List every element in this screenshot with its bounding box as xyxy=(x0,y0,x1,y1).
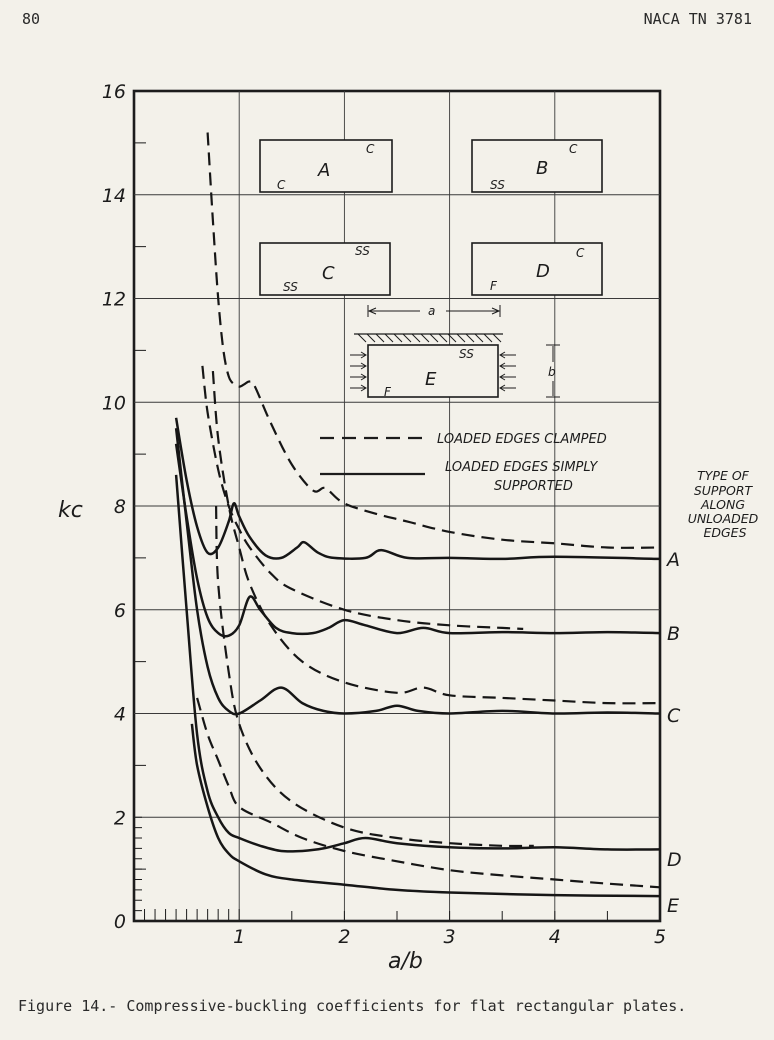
svg-text:C: C xyxy=(366,142,375,156)
curve-label-c: C xyxy=(667,705,681,727)
hatch-mark xyxy=(447,333,457,343)
series-c-simply-supported-line xyxy=(174,428,661,716)
series-a-clamped-line xyxy=(206,132,661,549)
hatch-mark xyxy=(429,333,439,343)
svg-text:SS: SS xyxy=(459,347,474,361)
svg-text:SS: SS xyxy=(283,280,298,294)
series-c-clamped-line xyxy=(211,371,661,705)
svg-text:F: F xyxy=(384,385,392,399)
hatch-mark xyxy=(375,333,385,343)
series-d-clamped-line xyxy=(215,505,534,848)
series-d-simply-supported-line xyxy=(174,474,661,853)
y-tick-label: 10 xyxy=(102,392,126,414)
series-a-simply-supported-line xyxy=(174,417,661,561)
svg-text:C: C xyxy=(576,246,585,260)
x-tick-label: 3 xyxy=(444,926,456,948)
svg-text:C: C xyxy=(277,178,286,192)
svg-text:a: a xyxy=(428,304,435,318)
svg-text:C: C xyxy=(322,263,335,284)
curve-label-d: D xyxy=(667,849,682,871)
hatch-mark xyxy=(402,333,412,343)
x-tick-label: 2 xyxy=(338,926,350,948)
svg-text:C: C xyxy=(569,142,578,156)
legend-clamped-label: LOADED EDGES CLAMPED xyxy=(437,432,607,447)
y-tick-label: 8 xyxy=(114,496,126,518)
load-arrowhead xyxy=(360,373,367,381)
svg-text:B: B xyxy=(536,158,548,179)
inset-plate-b: B C SS xyxy=(471,139,603,193)
hatch-mark xyxy=(456,333,466,343)
page-number: 80 xyxy=(22,10,41,28)
y-tick-label: 4 xyxy=(114,704,126,726)
legend-simply-label: LOADED EDGES SIMPLY SUPPORTED xyxy=(445,460,601,494)
hatch-mark xyxy=(438,333,448,343)
hatch-mark xyxy=(420,333,430,343)
y-axis-title: kc xyxy=(58,498,83,523)
load-arrowhead xyxy=(499,351,506,359)
load-arrowhead xyxy=(499,362,506,370)
hatch-mark xyxy=(492,333,502,343)
load-arrowhead xyxy=(499,384,506,392)
load-arrowhead xyxy=(360,362,367,370)
load-arrowhead xyxy=(360,351,367,359)
svg-text:E: E xyxy=(425,369,437,390)
inset-plate-c: C SS SS xyxy=(259,242,391,296)
load-arrowhead xyxy=(360,384,367,392)
series-b-simply-supported-line xyxy=(174,443,661,638)
series-e-clamped-line xyxy=(196,697,661,889)
series-e-simply-supported-line xyxy=(190,723,661,898)
inset-plate-a: A C C xyxy=(259,139,393,193)
y-tick-label: 0 xyxy=(114,911,126,933)
y-tick-label: 2 xyxy=(114,807,126,829)
hatch-mark xyxy=(393,333,403,343)
svg-text:A: A xyxy=(317,160,330,181)
x-tick-label: 1 xyxy=(233,926,245,948)
hatch-mark xyxy=(483,333,493,343)
x-tick-label: 4 xyxy=(549,926,561,948)
y-tick-label: 6 xyxy=(114,600,126,622)
inset-plate-d: D C F xyxy=(471,242,603,296)
load-arrowhead xyxy=(499,373,506,381)
y-tick-label: 14 xyxy=(102,185,126,207)
series-b-clamped-line xyxy=(201,365,524,630)
svg-text:SS: SS xyxy=(355,244,370,258)
report-id: NACA TN 3781 xyxy=(643,10,752,28)
curve-label-e: E xyxy=(667,895,679,917)
y-tick-label: 16 xyxy=(102,81,126,103)
x-tick-label: 5 xyxy=(654,926,666,948)
series-lines xyxy=(174,132,661,898)
hatch-mark xyxy=(366,333,376,343)
hatch-mark xyxy=(465,333,475,343)
inset-plate-e: a E SS F b xyxy=(350,304,560,399)
figure-caption: Figure 14.- Compressive-buckling coeffic… xyxy=(18,997,687,1015)
hatch-mark xyxy=(357,333,367,343)
curve-label-a: A xyxy=(665,549,680,571)
y-tick-label: 12 xyxy=(102,289,126,311)
hatch-mark xyxy=(474,333,484,343)
x-axis-title: a/b xyxy=(388,949,423,974)
svg-text:SS: SS xyxy=(490,178,505,192)
svg-text:F: F xyxy=(490,279,498,293)
support-type-label: TYPE OF SUPPORT ALONG UNLOADED EDGES xyxy=(688,468,763,540)
curve-label-b: B xyxy=(667,623,680,645)
grid-lines xyxy=(134,91,660,921)
svg-text:b: b xyxy=(548,365,556,379)
legend: LOADED EDGES CLAMPED LOADED EDGES SIMPLY… xyxy=(320,432,607,494)
svg-text:D: D xyxy=(536,261,550,282)
hatch-mark xyxy=(411,333,421,343)
hatch-mark xyxy=(384,333,394,343)
